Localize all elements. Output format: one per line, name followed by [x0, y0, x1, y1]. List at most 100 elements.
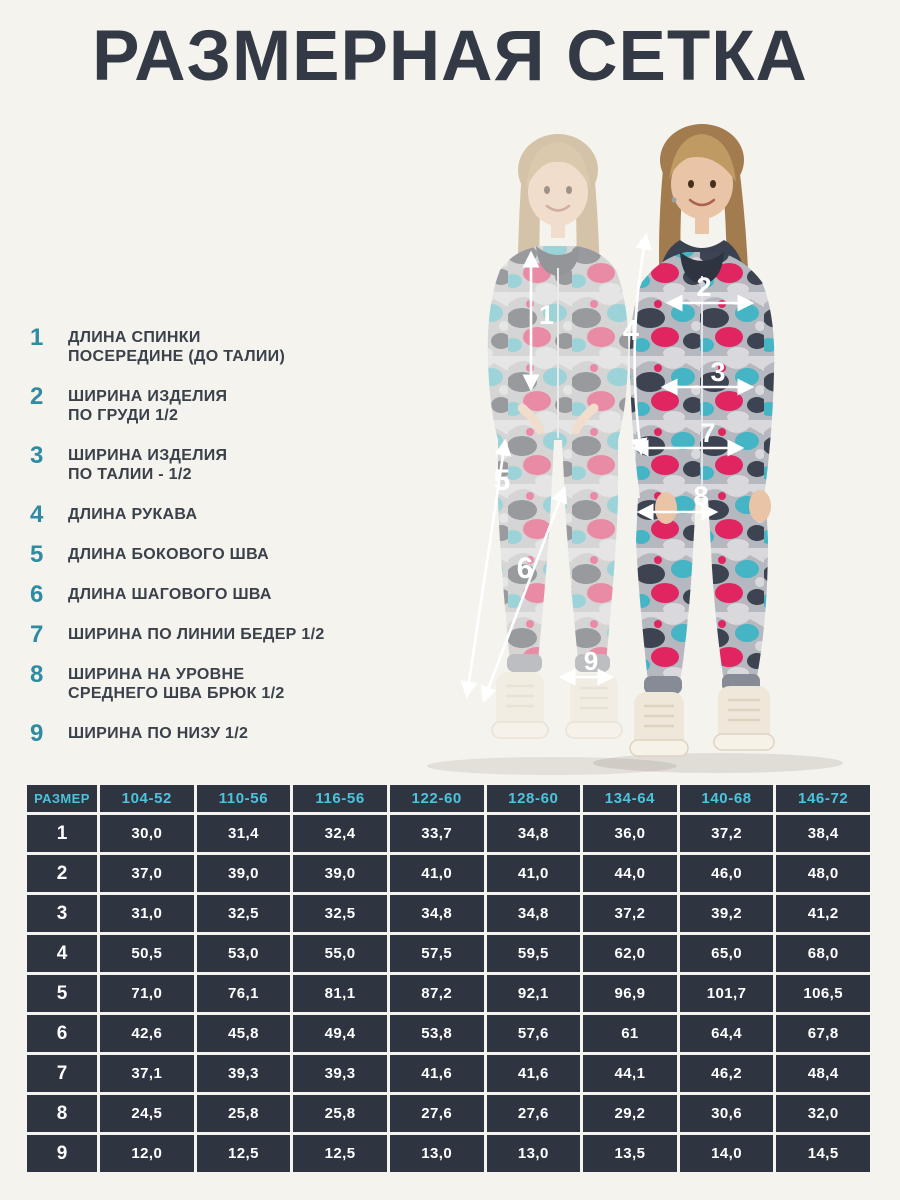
measurement-value-cell: 48,0 — [776, 855, 870, 892]
legend-item-label: ДЛИНА ШАГОВОГО ШВА — [68, 586, 272, 603]
legend-list: 1 ДЛИНА СПИНКИ ПОСЕРЕДИНЕ (ДО ТАЛИИ) 2 ШИРИН… — [30, 324, 402, 764]
legend-item: 7 ШИРИНА ПО ЛИНИИ БЕДЕР 1/2 — [30, 621, 402, 648]
legend-item-number: 7 — [30, 621, 44, 648]
measurement-value-cell: 53,8 — [389, 1015, 484, 1052]
pant-cuff — [507, 654, 542, 672]
pant-cuff — [644, 676, 682, 694]
measurement-value-cell: 50,5 — [100, 935, 194, 972]
table-row: 1 30,0 31,4 32,4 33,7 34,8 36,0 37,2 38,4 — [27, 815, 870, 852]
legend-item-number: 4 — [30, 501, 44, 528]
measurement-value-cell: 13,5 — [583, 1135, 677, 1172]
legend-item: 5 ДЛИНА БОКОВОГО ШВА — [30, 541, 402, 568]
floor-shadow — [427, 757, 677, 775]
measurement-value-cell: 46,2 — [679, 1055, 774, 1092]
measurement-value-cell: 101,7 — [679, 975, 774, 1012]
measurement-value-cell: 12,5 — [293, 1135, 387, 1172]
measurement-row-number: 8 — [27, 1095, 97, 1132]
measurement-value-cell: 42,6 — [100, 1015, 194, 1052]
measurement-row-number: 6 — [27, 1015, 97, 1052]
jumpsuit-collar — [536, 246, 580, 276]
table-row: 5 71,0 76,1 81,1 87,2 92,1 96,9 101,7 106,5 — [27, 975, 870, 1012]
measurement-value-cell: 49,4 — [293, 1015, 387, 1052]
measurement-value-cell: 41,0 — [389, 855, 484, 892]
size-column-header: 140-68 — [679, 785, 774, 812]
measure-label-5: 5 — [494, 464, 511, 497]
measurement-value-cell: 32,0 — [776, 1095, 870, 1132]
girl-smile — [545, 204, 571, 212]
table-row: 7 37,1 39,3 39,3 41,6 41,6 44,1 46,2 48,4 — [27, 1055, 870, 1092]
size-column-header: 104-52 — [100, 785, 194, 812]
measurement-value-cell: 39,0 — [293, 855, 387, 892]
measurement-row-number: 2 — [27, 855, 97, 892]
legend-item: 6 ДЛИНА ШАГОВОГО ШВА — [30, 583, 402, 607]
legend-item-number: 1 — [30, 324, 44, 351]
girl-smile — [688, 198, 716, 207]
measurement-value-cell: 32,4 — [293, 815, 387, 852]
girl-eye — [544, 186, 550, 194]
measurement-row-number: 4 — [27, 935, 97, 972]
sneaker — [713, 686, 775, 751]
legend-item-label: ДЛИНА СПИНКИ ПОСЕРЕДИНЕ (ДО ТАЛИИ) — [68, 329, 286, 365]
measurement-value-cell: 57,6 — [486, 1015, 581, 1052]
measurement-row-number: 1 — [27, 815, 97, 852]
sneaker — [565, 674, 623, 739]
jumpsuit-collar — [680, 252, 724, 284]
page-title: РАЗМЕРНАЯ СЕТКА — [92, 17, 808, 96]
measurement-value-cell: 55,0 — [293, 935, 387, 972]
measurement-value-cell: 65,0 — [679, 935, 774, 972]
measurement-value-cell: 14,0 — [679, 1135, 774, 1172]
model-girl-front — [629, 124, 775, 757]
measurement-diagram: 1 2 3 4 5 6 7 8 9 — [427, 124, 843, 775]
measurement-value-cell: 27,6 — [389, 1095, 484, 1132]
legend-item-label: ШИРИНА НА УРОВНЕ СРЕДНЕГО ШВА БРЮК 1/2 — [68, 666, 285, 702]
measurement-value-cell: 81,1 — [293, 975, 387, 1012]
table-row: 6 42,6 45,8 49,4 53,8 57,6 61 64,4 67,8 — [27, 1015, 870, 1052]
measurement-value-cell: 13,0 — [389, 1135, 484, 1172]
measurement-value-cell: 29,2 — [583, 1095, 677, 1132]
jumpsuit-leg — [708, 498, 768, 686]
measurement-value-cell: 57,5 — [389, 935, 484, 972]
girl-face — [671, 149, 733, 219]
measurement-value-cell: 45,8 — [196, 1015, 291, 1052]
measurement-value-cell: 41,2 — [776, 895, 870, 932]
legend-item-label: ШИРИНА ИЗДЕЛИЯ ПО ГРУДИ 1/2 — [68, 388, 228, 424]
measurement-value-cell: 36,0 — [583, 815, 677, 852]
measurement-value-cell: 67,8 — [776, 1015, 870, 1052]
measurement-value-cell: 76,1 — [196, 975, 291, 1012]
size-corner-header: РАЗМЕР — [27, 785, 97, 812]
pocket-hand — [571, 403, 599, 435]
measurement-value-cell: 71,0 — [100, 975, 194, 1012]
measurement-value-cell: 33,7 — [389, 815, 484, 852]
legend-item: 8 ШИРИНА НА УРОВНЕ СРЕДНЕГО ШВА БРЮК 1/2 — [30, 663, 402, 703]
measurement-value-cell: 37,2 — [583, 895, 677, 932]
measurement-value-cell: 37,2 — [679, 815, 774, 852]
girl-hand — [749, 490, 771, 522]
legend-item-number: 5 — [30, 541, 44, 568]
legend-item-label: ДЛИНА РУКАВА — [68, 506, 198, 523]
measurement-value-cell: 68,0 — [776, 935, 870, 972]
legend-item: 9 ШИРИНА ПО НИЗУ 1/2 — [30, 720, 402, 747]
measurement-value-cell: 44,0 — [583, 855, 677, 892]
size-column-header: 134-64 — [583, 785, 677, 812]
measurement-row-number: 3 — [27, 895, 97, 932]
measurement-value-cell: 41,6 — [486, 1055, 581, 1092]
sneaker — [629, 692, 689, 757]
table-row: 2 37,0 39,0 39,0 41,0 41,0 44,0 46,0 48,0 — [27, 855, 870, 892]
measurement-value-cell: 62,0 — [583, 935, 677, 972]
girl-eye — [688, 180, 694, 188]
measurement-value-cell: 39,3 — [293, 1055, 387, 1092]
measurement-value-cell: 14,5 — [776, 1135, 870, 1172]
measurement-row-number: 9 — [27, 1135, 97, 1172]
size-column-header: 146-72 — [776, 785, 870, 812]
measurement-value-cell: 87,2 — [389, 975, 484, 1012]
measure-label-9: 9 — [584, 646, 598, 676]
table-row: 3 31,0 32,5 32,5 34,8 34,8 37,2 39,2 41,2 — [27, 895, 870, 932]
measurement-value-cell: 27,6 — [486, 1095, 581, 1132]
table-row: 4 50,5 53,0 55,0 57,5 59,5 62,0 65,0 68,0 — [27, 935, 870, 972]
measurement-value-cell: 32,5 — [293, 895, 387, 932]
legend-item-number: 9 — [30, 720, 44, 747]
legend-item: 4 ДЛИНА РУКАВА — [30, 501, 402, 528]
measurement-value-cell: 12,5 — [196, 1135, 291, 1172]
table-row: 8 24,5 25,8 25,8 27,6 27,6 29,2 30,6 32,0 — [27, 1095, 870, 1132]
measurement-value-cell: 25,8 — [196, 1095, 291, 1132]
